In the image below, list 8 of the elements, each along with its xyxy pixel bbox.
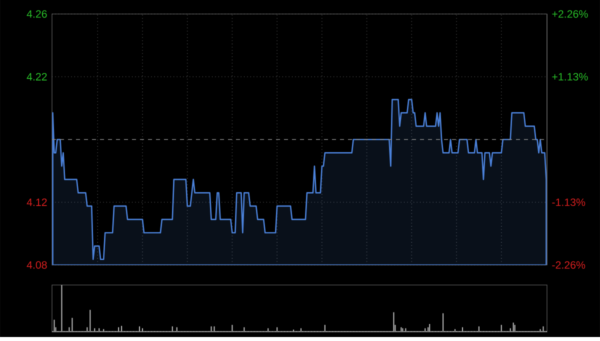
y2-tick-label: -1.13% bbox=[552, 198, 586, 206]
y-tick-label: 4.12 bbox=[26, 198, 47, 206]
y-tick-label: 4.22 bbox=[26, 72, 47, 80]
y2-tick-label: +1.13% bbox=[552, 72, 588, 80]
y2-tick-label: -2.26% bbox=[552, 261, 586, 269]
y2-tick-label: +2.26% bbox=[552, 10, 588, 18]
y-tick-label: 4.08 bbox=[26, 261, 47, 269]
y-tick-label: 4.26 bbox=[26, 10, 47, 18]
